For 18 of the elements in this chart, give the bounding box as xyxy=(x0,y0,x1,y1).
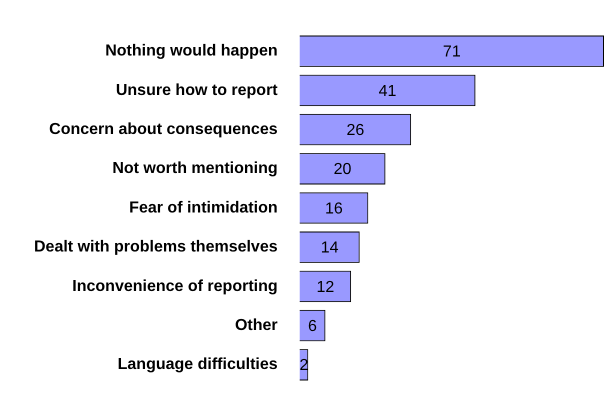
y-tick-label: Inconvenience of reporting xyxy=(72,278,278,295)
y-tick-label: Not worth mentioning xyxy=(112,160,278,178)
y-tick-label: Language difficulties xyxy=(118,356,278,374)
data-label: 6 xyxy=(308,318,318,336)
data-label: 14 xyxy=(320,240,339,257)
data-label: 20 xyxy=(334,161,352,178)
y-tick-label: Fear of intimidation xyxy=(129,199,278,216)
y-tick-label: Nothing would happen xyxy=(105,42,278,60)
y-tick-label: Other xyxy=(234,317,278,334)
data-label: 16 xyxy=(325,200,343,218)
y-tick-label: Dealt with problems themselves xyxy=(34,238,278,256)
y-tick-label: Unsure how to report xyxy=(116,82,278,99)
data-label: 71 xyxy=(442,44,461,61)
data-label: 12 xyxy=(316,278,334,296)
data-label: 2 xyxy=(299,357,308,374)
y-tick-label: Concern about consequences xyxy=(49,121,278,138)
data-label: 26 xyxy=(346,122,364,140)
data-label: 41 xyxy=(378,82,397,100)
